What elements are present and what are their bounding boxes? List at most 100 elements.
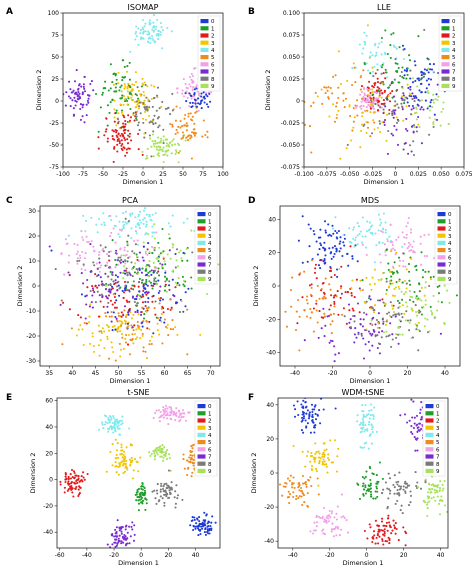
point-class-3	[122, 458, 125, 461]
point-class-6	[85, 235, 88, 238]
point-class-6	[192, 85, 195, 89]
legend-swatch-4	[197, 432, 206, 437]
point-class-9	[166, 154, 169, 157]
point-class-1	[101, 93, 104, 96]
point-class-4	[379, 64, 382, 67]
point-class-1	[136, 489, 139, 492]
point-class-7	[81, 103, 84, 107]
point-class-7	[368, 349, 371, 352]
point-class-3	[332, 103, 335, 106]
point-class-3	[137, 313, 140, 316]
point-class-1	[391, 272, 395, 275]
point-class-7	[435, 118, 439, 121]
point-class-9	[427, 105, 430, 109]
point-class-6	[181, 92, 184, 95]
point-class-4	[149, 37, 152, 40]
point-class-6	[410, 249, 413, 252]
point-class-6	[118, 228, 122, 231]
point-class-3	[429, 278, 432, 281]
point-class-0	[311, 410, 314, 414]
point-class-8	[89, 289, 92, 293]
point-class-2	[80, 479, 83, 482]
point-class-1	[372, 497, 375, 500]
point-class-9	[162, 154, 165, 157]
point-class-7	[73, 80, 77, 83]
point-class-3	[143, 94, 146, 97]
point-class-9	[155, 257, 158, 260]
point-class-6	[188, 105, 191, 108]
point-class-0	[135, 297, 138, 301]
legend-label-2: 2	[211, 34, 215, 40]
point-class-6	[335, 512, 338, 515]
point-class-4	[372, 415, 375, 418]
point-class-9	[156, 453, 159, 456]
point-class-2	[384, 540, 387, 543]
point-class-3	[309, 460, 312, 463]
point-class-5	[179, 126, 182, 129]
point-class-1	[94, 92, 98, 96]
legend-label-5: 5	[448, 248, 452, 254]
point-class-4	[84, 219, 88, 222]
point-class-7	[355, 336, 358, 339]
point-class-6	[166, 411, 169, 415]
point-class-0	[194, 527, 197, 530]
point-class-3	[129, 311, 132, 314]
point-class-3	[361, 111, 364, 114]
point-class-9	[426, 503, 429, 506]
point-class-8	[157, 126, 160, 129]
point-class-3	[145, 357, 149, 360]
point-class-1	[422, 269, 425, 272]
point-class-8	[415, 130, 418, 133]
point-class-7	[407, 152, 410, 155]
point-class-0	[323, 249, 326, 252]
x-tick-label: 70	[207, 370, 215, 377]
point-class-4	[356, 243, 359, 246]
point-class-4	[151, 213, 154, 216]
point-class-5	[292, 495, 295, 499]
legend-swatch-2	[197, 226, 206, 231]
point-class-4	[117, 421, 121, 424]
point-class-3	[352, 126, 355, 129]
point-class-6	[165, 409, 168, 412]
point-class-5	[352, 120, 355, 123]
point-class-7	[117, 537, 120, 540]
point-class-6	[76, 257, 79, 260]
point-class-3	[130, 96, 133, 99]
point-class-7	[115, 317, 118, 320]
point-class-9	[158, 246, 161, 249]
y-tick-label: -40	[264, 538, 274, 545]
point-class-7	[371, 317, 374, 320]
point-class-4	[144, 225, 148, 228]
point-class-9	[126, 250, 129, 253]
point-class-8	[409, 319, 412, 322]
point-class-7	[83, 121, 86, 124]
point-class-8	[99, 244, 102, 247]
point-class-6	[323, 518, 326, 521]
point-class-0	[347, 264, 350, 267]
point-class-0	[305, 412, 308, 415]
point-class-4	[129, 50, 132, 53]
point-class-3	[124, 457, 127, 460]
point-class-6	[97, 253, 101, 256]
point-class-9	[411, 296, 414, 299]
chart-title: MDS	[361, 196, 379, 205]
y-tick-label: 30	[28, 208, 36, 215]
point-class-7	[72, 107, 75, 110]
point-class-7	[328, 341, 331, 344]
y-tick-label: 0	[49, 477, 53, 484]
point-class-8	[398, 313, 401, 316]
point-class-9	[431, 311, 434, 315]
point-class-5	[110, 315, 113, 318]
point-class-9	[168, 145, 171, 148]
point-class-9	[142, 241, 145, 244]
point-class-8	[415, 328, 418, 331]
point-class-0	[424, 91, 427, 94]
point-class-7	[378, 299, 382, 302]
point-class-0	[159, 316, 162, 319]
point-class-7	[411, 416, 414, 419]
point-class-6	[109, 214, 112, 217]
point-class-9	[415, 111, 418, 114]
point-class-9	[163, 260, 166, 263]
point-class-2	[391, 90, 394, 93]
point-class-5	[191, 462, 194, 465]
